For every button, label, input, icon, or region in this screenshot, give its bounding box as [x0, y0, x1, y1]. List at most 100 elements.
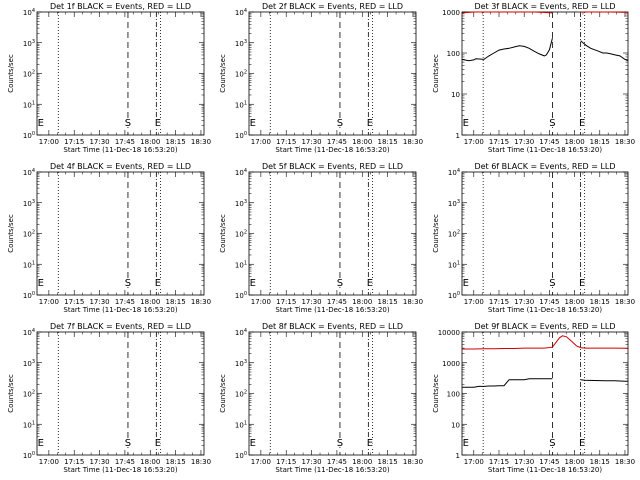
y-tick-label: 100	[23, 451, 35, 460]
x-tick-label: 18:15	[166, 458, 186, 466]
panel-title: Det 3f BLACK = Events, RED = LLD	[474, 2, 615, 11]
x-tick-label: 18:00	[352, 298, 372, 306]
x-tick-label: 17:15	[64, 298, 84, 306]
x-tick-label: 17:45	[115, 458, 135, 466]
y-tick-label: 101	[23, 420, 35, 429]
event-marker-label-e: E	[155, 118, 161, 129]
y-tick-label: 1	[456, 452, 460, 460]
detector-panel-4: Det 4f BLACK = Events, RED = LLD 100 101 10…	[7, 162, 211, 314]
event-marker-label-s: S	[549, 438, 555, 449]
x-tick-label: 18:30	[615, 138, 635, 146]
detector-panel-9: Det 9f BLACK = Events, RED = LLD 1 10 100 10…	[432, 322, 635, 474]
plot-frame	[248, 11, 417, 136]
event-marker-label-s: S	[549, 118, 555, 129]
x-tick-label: 17:15	[489, 458, 509, 466]
x-tick-label: 18:15	[378, 458, 398, 466]
x-axis-label: Start Time (11-Dec-18 16:53:20)	[488, 466, 602, 474]
x-tick-label: 17:00	[39, 298, 59, 306]
y-tick-label: 104	[235, 328, 247, 337]
y-tick-label: 100	[23, 131, 35, 140]
y-tick-label: 103	[23, 39, 35, 48]
x-tick-label: 18:30	[403, 138, 423, 146]
x-tick-label: 17:45	[115, 298, 135, 306]
event-marker-label-e: E	[250, 438, 256, 449]
x-tick-label: 17:45	[115, 138, 135, 146]
y-tick-label: 10000	[438, 329, 460, 337]
event-marker-label-e: E	[155, 278, 161, 289]
y-tick-label: 10	[451, 421, 460, 429]
event-marker-label-e: E	[250, 278, 256, 289]
y-tick-label: 101	[235, 420, 247, 429]
x-axis-label: Start Time (11-Dec-18 16:53:20)	[63, 146, 177, 154]
x-tick-label: 18:15	[166, 298, 186, 306]
x-tick-label: 17:15	[489, 298, 509, 306]
plot-frame	[248, 171, 417, 296]
x-tick-label: 18:30	[615, 298, 635, 306]
x-tick-label: 18:00	[352, 458, 372, 466]
event-marker-label-e: E	[579, 118, 585, 129]
x-axis-label: Start Time (11-Dec-18 16:53:20)	[488, 146, 602, 154]
detector-panel-1: Det 1f BLACK = Events, RED = LLD 100 101 10…	[7, 2, 211, 154]
x-tick-label: 18:30	[403, 458, 423, 466]
event-marker-label-s: S	[549, 278, 555, 289]
x-tick-label: 17:45	[327, 458, 347, 466]
y-tick-label: 100	[23, 291, 35, 300]
y-tick-label: 104	[23, 328, 35, 337]
x-tick-label: 17:30	[301, 298, 321, 306]
y-tick-label: 102	[448, 230, 460, 239]
event-marker-label-e: E	[579, 438, 585, 449]
x-tick-label: 17:00	[464, 458, 484, 466]
x-tick-label: 17:30	[514, 138, 534, 146]
events-series-line	[461, 38, 629, 62]
x-tick-label: 17:45	[539, 138, 559, 146]
detector-panel-7: Det 7f BLACK = Events, RED = LLD 100 101 10…	[7, 322, 211, 474]
x-tick-label: 18:00	[140, 138, 160, 146]
x-tick-label: 18:30	[191, 458, 211, 466]
x-axis-label: Start Time (11-Dec-18 16:53:20)	[488, 306, 602, 314]
y-tick-label: 103	[23, 199, 35, 208]
panel-title: Det 5f BLACK = Events, RED = LLD	[262, 162, 403, 171]
x-tick-label: 17:45	[539, 298, 559, 306]
x-tick-label: 17:15	[489, 138, 509, 146]
plot-frame	[36, 11, 205, 136]
x-tick-label: 18:00	[564, 298, 584, 306]
plot-frame	[461, 171, 629, 296]
x-axis-label: Start Time (11-Dec-18 16:53:20)	[63, 306, 177, 314]
x-axis-label: Start Time (11-Dec-18 16:53:20)	[275, 306, 389, 314]
y-tick-label: 103	[235, 39, 247, 48]
y-axis-label: Counts/sec	[432, 54, 440, 93]
plot-frame	[461, 331, 629, 456]
event-marker-label-e: E	[38, 438, 44, 449]
y-axis-label: Counts/sec	[432, 214, 440, 253]
event-marker-label-e: E	[367, 438, 373, 449]
event-marker-label-e: E	[579, 278, 585, 289]
event-marker-label-s: S	[125, 278, 131, 289]
x-tick-label: 18:00	[564, 138, 584, 146]
x-tick-label: 17:30	[514, 298, 534, 306]
y-tick-label: 100	[448, 291, 460, 300]
y-tick-label: 103	[235, 199, 247, 208]
x-tick-label: 17:30	[514, 458, 534, 466]
event-marker-label-e: E	[38, 278, 44, 289]
y-tick-label: 1000	[442, 360, 460, 368]
x-tick-label: 18:15	[590, 138, 610, 146]
y-tick-label: 104	[235, 168, 247, 177]
x-tick-label: 17:30	[301, 458, 321, 466]
y-axis-label: Counts/sec	[432, 374, 440, 413]
plot-frame	[461, 11, 629, 136]
y-tick-label: 1	[456, 132, 460, 140]
event-marker-label-e: E	[463, 278, 469, 289]
plot-frame	[248, 331, 417, 456]
x-tick-label: 18:30	[191, 138, 211, 146]
event-marker-label-e: E	[367, 278, 373, 289]
x-tick-label: 18:15	[378, 138, 398, 146]
detector-panel-3: Det 3f BLACK = Events, RED = LLD 1 10 100 10…	[432, 2, 635, 154]
panel-title: Det 6f BLACK = Events, RED = LLD	[474, 162, 615, 171]
x-tick-label: 17:30	[89, 458, 109, 466]
y-tick-label: 100	[235, 131, 247, 140]
y-tick-label: 1000	[442, 9, 460, 17]
y-tick-label: 103	[23, 359, 35, 368]
event-marker-label-s: S	[125, 438, 131, 449]
y-tick-label: 101	[448, 260, 460, 269]
plot-frame	[36, 331, 205, 456]
